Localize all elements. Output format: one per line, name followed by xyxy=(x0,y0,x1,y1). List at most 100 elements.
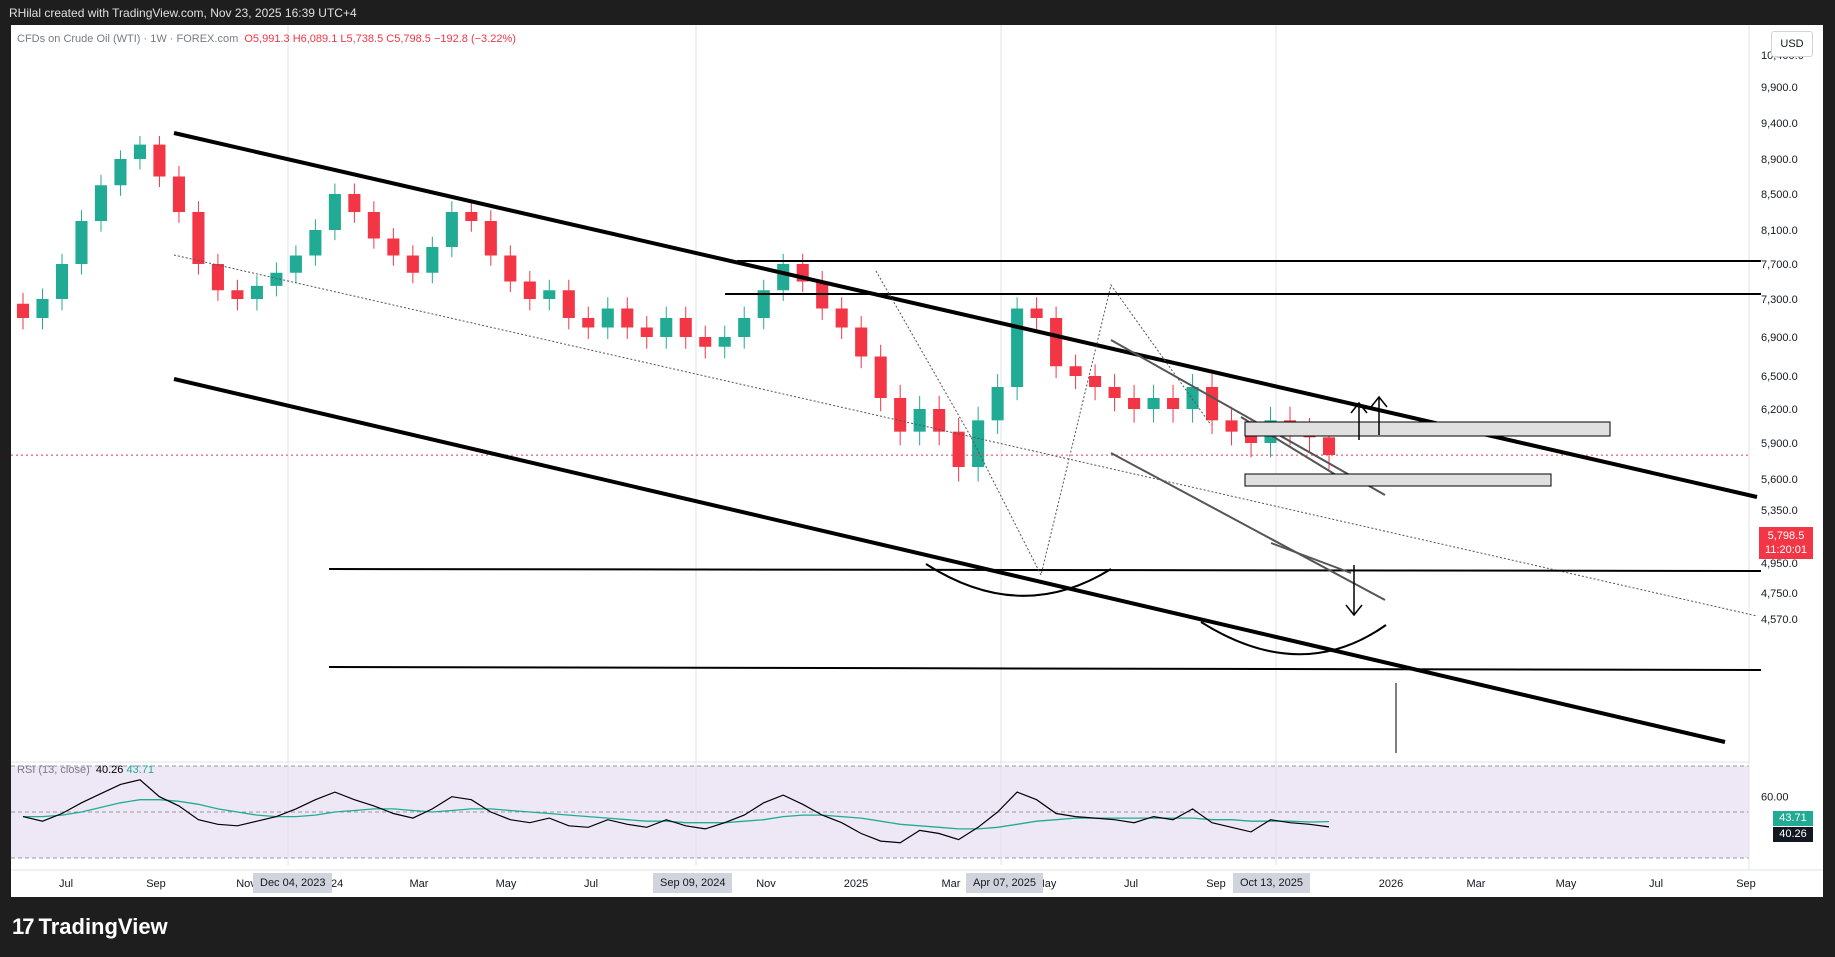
y-tick-label: 6,900.0 xyxy=(1761,332,1798,344)
support-level xyxy=(328,568,1762,572)
rsi-value-tag: 40.26 xyxy=(1773,827,1813,842)
candle-body xyxy=(270,272,283,286)
currency-button[interactable]: USD xyxy=(1771,31,1813,57)
created-by-header: RHilal created with TradingView.com, Nov… xyxy=(9,6,357,20)
candle-body xyxy=(133,144,146,159)
x-tick-label: Jul xyxy=(1124,878,1138,890)
arrow-up-1-head xyxy=(1350,401,1368,414)
candle-body xyxy=(543,290,556,299)
x-tick-label: Nov xyxy=(236,878,256,890)
y-tick-label: 7,300.0 xyxy=(1761,294,1798,306)
y-tick-label: 5,900.0 xyxy=(1761,438,1798,450)
y-tick-label: 6,200.0 xyxy=(1761,404,1798,416)
y-tick-label: 8,500.0 xyxy=(1761,189,1798,201)
candle-body xyxy=(757,290,770,318)
falling-channel-top xyxy=(1110,339,1386,496)
candle-body xyxy=(952,431,965,467)
ohlc-values: O5,991.3 H6,089.1 L5,738.5 C5,798.5 −192… xyxy=(244,33,516,45)
channel-midline xyxy=(173,254,1758,617)
chart-frame[interactable]: 10,400.09,900.09,400.08,900.08,500.08,10… xyxy=(11,25,1823,897)
candle-body xyxy=(1167,398,1180,409)
candle-body xyxy=(1147,398,1160,409)
candle-body xyxy=(231,290,244,299)
last-price-tag: 5,798.5 11:20:01 xyxy=(1759,527,1813,559)
candle-body xyxy=(36,299,49,318)
candle-body xyxy=(328,194,341,230)
target-zone-lower xyxy=(1244,473,1552,487)
x-tick-label: Jul xyxy=(1649,878,1663,890)
candle-body xyxy=(1108,387,1121,398)
y-tick-label: 7,700.0 xyxy=(1761,259,1798,271)
brand-name: TradingView xyxy=(38,914,168,939)
tradingview-logo[interactable]: 17 TradingView xyxy=(12,914,168,940)
y-tick-label: 9,400.0 xyxy=(1761,118,1798,130)
candle-body xyxy=(406,255,419,273)
candle-body xyxy=(718,337,731,347)
date-marker-2: Sep 09, 2024 xyxy=(653,873,733,893)
candle-body xyxy=(387,238,400,256)
x-tick-label: May xyxy=(1556,878,1577,890)
candle-body xyxy=(153,144,166,177)
x-tick-label: Mar xyxy=(1467,878,1486,890)
candle-body xyxy=(504,255,517,282)
x-tick-label: Sep xyxy=(1736,878,1756,890)
candle-body xyxy=(660,318,673,337)
candle-body xyxy=(250,285,263,299)
last-price-value: 5,798.5 xyxy=(1767,530,1805,542)
candle-body xyxy=(172,176,185,212)
candle-body xyxy=(835,308,848,328)
candle-body xyxy=(484,221,497,256)
rsi-ma-tag: 43.71 xyxy=(1773,811,1813,826)
candle-body xyxy=(562,290,575,318)
y-tick-label: 6,500.0 xyxy=(1761,371,1798,383)
date-marker-1: Dec 04, 2023 xyxy=(253,873,333,893)
candle-body xyxy=(309,230,322,256)
candle-body xyxy=(913,409,926,432)
y-tick-label: 8,900.0 xyxy=(1761,154,1798,166)
rsi-ma-line xyxy=(23,799,1330,830)
candle-body xyxy=(621,308,634,328)
candle-body xyxy=(75,221,88,264)
candle-body xyxy=(1069,366,1082,376)
channel-upper-trendline xyxy=(173,131,1758,499)
candle-body xyxy=(894,398,907,432)
date-marker-3: Apr 07, 2025 xyxy=(966,873,1043,893)
x-tick-label: Mar xyxy=(942,878,961,890)
y-tick-label: 8,100.0 xyxy=(1761,225,1798,237)
channel-lower-trendline xyxy=(173,377,1726,744)
candle-body xyxy=(211,264,224,291)
bottom-arc-2 xyxy=(1200,621,1387,656)
candle-body xyxy=(465,212,478,221)
candle-body xyxy=(445,212,458,247)
arrow-down-head xyxy=(1345,604,1363,617)
zigzag-pattern xyxy=(875,270,1212,577)
x-tick-label: 2025 xyxy=(844,878,868,890)
y-tick-label: 4,950.0 xyxy=(1761,558,1798,570)
x-tick-label: Sep xyxy=(1206,878,1226,890)
rsi-line xyxy=(22,779,1330,844)
candle-body xyxy=(640,327,653,337)
candle-body xyxy=(1089,376,1102,387)
candle-body xyxy=(1225,420,1238,432)
candle-body xyxy=(991,387,1004,421)
rsi-legend: RSI (13, close) 40.26 43.71 xyxy=(17,764,154,776)
candle-body xyxy=(1011,308,1024,387)
date-marker-4: Oct 13, 2025 xyxy=(1233,873,1310,893)
candle-body xyxy=(1206,387,1219,421)
symbol-name: CFDs on Crude Oil (WTI) · 1W · FOREX.com xyxy=(17,33,239,45)
candle-body xyxy=(523,281,536,299)
candle-body xyxy=(94,185,108,221)
candle-body xyxy=(192,212,205,264)
arrow-up-2-head xyxy=(1370,395,1388,408)
candle-body xyxy=(1128,398,1141,409)
candle-body xyxy=(16,303,30,318)
x-tick-label: Jul xyxy=(584,878,598,890)
y-tick-label: 4,750.0 xyxy=(1761,588,1798,600)
candle-body xyxy=(699,337,712,347)
candle-body xyxy=(601,308,614,328)
candle-body xyxy=(289,255,302,273)
candle-body xyxy=(582,318,595,328)
price-chart[interactable]: 10,400.09,900.09,400.08,900.08,500.08,10… xyxy=(11,25,1823,897)
rsi-value-legend: 40.26 xyxy=(95,764,124,776)
rsi-tick-label: 60.00 xyxy=(1761,792,1789,804)
